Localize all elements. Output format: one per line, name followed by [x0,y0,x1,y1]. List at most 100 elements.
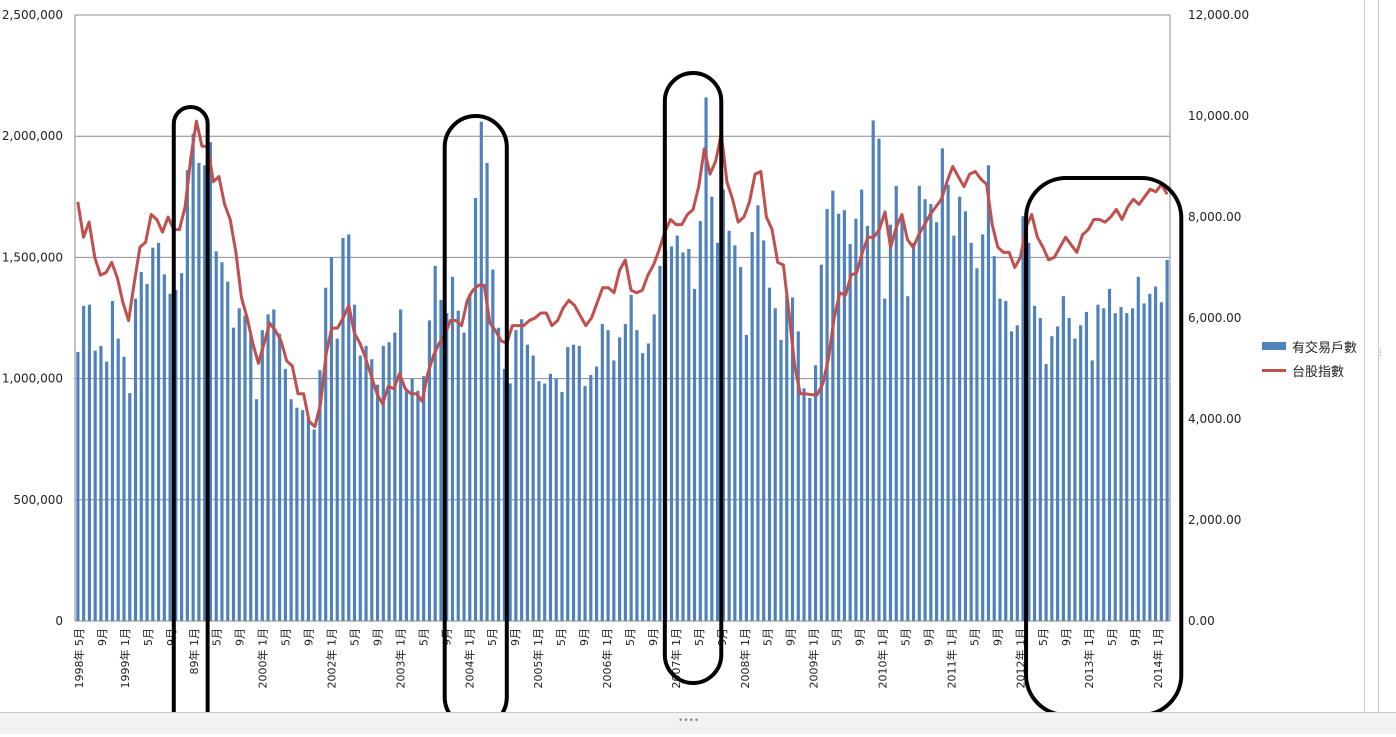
bar [854,218,858,621]
bar [1021,216,1025,621]
sheet-gridline [1364,0,1365,712]
x-tick-label: 2014年 1月 [1151,628,1165,689]
bar [986,165,991,621]
x-tick-label: 9月 [785,628,798,646]
bar [105,361,109,621]
line-layer [76,119,1169,429]
x-tick-label: 2008年 1月 [738,628,752,689]
resize-handle-right[interactable]: ⋮ [1376,348,1385,358]
bar [594,366,599,621]
bar [272,309,276,621]
bar [306,417,310,621]
bar [93,350,97,621]
bar [162,274,166,621]
y-left-tick-label: 1,000,000 [2,372,63,386]
bar [606,330,610,621]
legend-swatch-bar [1262,342,1286,350]
bar [548,373,553,621]
x-tick-label: 9月 [234,628,247,646]
x-tick-label: 2011年 1月 [944,628,958,689]
bar [295,407,299,621]
x-tick-labels: 1998年 5月 9月 1999年 1月 5月 9月 89年 1月 5月 9月 2000年 1月… [72,628,1165,689]
y-right-tick-label: 6,000.00 [1188,311,1241,325]
bar [156,242,161,621]
legend-item-bars: 有交易戶數 [1262,334,1357,358]
bar [917,185,921,621]
bar [1032,305,1037,621]
bar [335,338,339,621]
bar [364,345,368,621]
bar [963,211,967,621]
bar [710,196,714,622]
bar [900,217,904,622]
bar [1056,326,1060,621]
bar [1067,318,1071,621]
x-tick-label: 89年 1月 [187,628,201,675]
highlight-ellipse [662,71,724,685]
bar [969,242,973,621]
bar [566,347,570,621]
bar [185,170,189,622]
y-right-tick-label: 12,000.00 [1188,8,1249,22]
bar [1027,242,1031,621]
bar [416,390,420,621]
bar [894,185,898,621]
resize-handle-bottom[interactable]: •••• [678,716,700,726]
x-tick-label: 5月 [142,628,155,646]
bar [675,235,679,622]
bar [883,298,887,621]
bar [1107,288,1112,621]
bar [439,299,443,621]
bar [324,287,328,621]
axis-layer [74,15,1171,622]
x-tick-label: 5月 [555,628,568,646]
bar [370,359,374,621]
bar [825,208,829,622]
bar [329,257,334,621]
bar [191,133,195,621]
bar [133,298,138,621]
x-tick-label: 5月 [831,628,844,646]
sheet-gridline [1378,0,1379,712]
bar [779,339,783,621]
bar [554,378,558,621]
x-tick-label: 5月 [900,628,913,646]
y-left-tick-label: 2,500,000 [2,8,63,22]
bar [1148,293,1152,621]
legend-swatch-line [1262,368,1286,372]
x-tick-label: 2000年 1月 [256,628,270,689]
bar [721,189,725,621]
bar [733,245,737,621]
bar [266,314,270,621]
bar [99,345,103,621]
x-tick-label: 9月 [1060,628,1073,646]
bar [1113,313,1117,621]
bar [226,281,230,621]
bar [641,353,645,621]
x-tick-label: 2009年 1月 [807,628,821,689]
y-left-tick-label: 500,000 [13,493,63,507]
bar [681,252,685,621]
bar [203,165,207,621]
bar [744,334,748,621]
legend-item-line: 台股指數 [1262,358,1357,382]
bar [1061,296,1065,621]
bar [796,331,800,621]
bar [525,344,529,621]
bar [739,267,743,621]
bar [1084,311,1089,621]
y-right-tick-label: 8,000.00 [1188,210,1241,224]
bar [952,235,956,622]
bar [145,284,149,621]
bar [375,384,380,621]
bar [214,251,218,621]
bar [1073,338,1077,621]
bar [243,315,247,621]
bar [318,370,322,621]
bar [502,368,506,621]
x-tick-label: 9月 [509,628,522,646]
bar [278,333,282,621]
x-tick-label: 9月 [1129,628,1142,646]
bar [341,238,345,621]
bar [473,198,478,621]
